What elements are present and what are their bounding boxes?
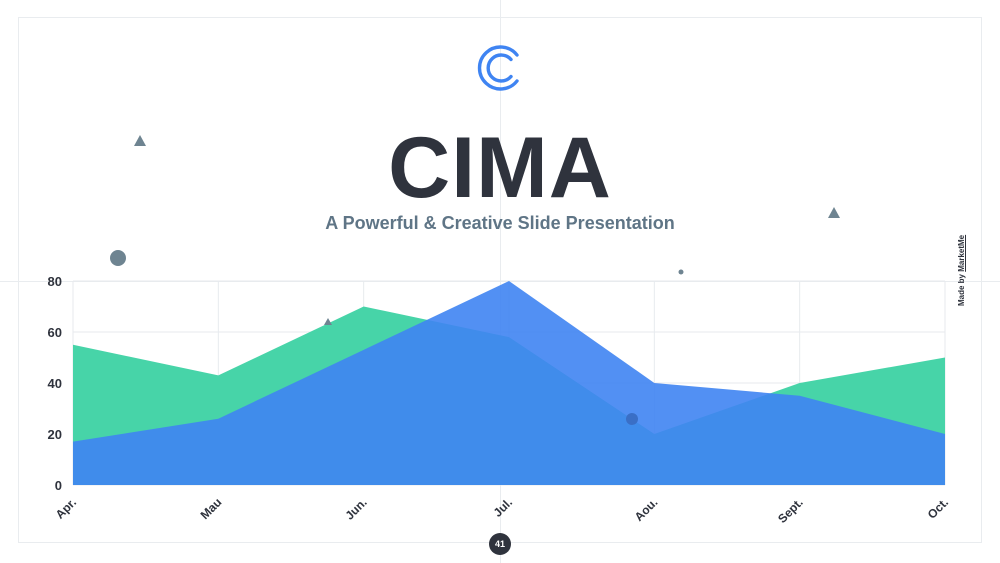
slide-title: CIMA [388,120,612,216]
x-tick-label: Aou. [632,495,661,524]
y-tick-label: 0 [55,478,62,493]
x-tick-label: Jun. [342,495,369,522]
x-tick-label: Apr. [53,495,79,521]
x-tick-label: Jul. [491,495,516,520]
circle-decor [110,250,126,266]
y-tick-label: 80 [48,274,62,289]
chart-areas [73,281,945,485]
triangle-decor [324,318,332,325]
x-tick-label: Mau [198,495,225,522]
y-tick-label: 20 [48,427,62,442]
chart-decor [324,318,638,425]
x-tick-label: Oct. [925,495,951,521]
x-tick-label: Sept. [775,495,806,526]
area-series-2 [73,281,945,485]
dot-decor [678,269,684,275]
x-axis-ticks: Apr. Mau Jun. Jul. Aou. Sept. Oct. [53,495,951,526]
circle-decor [626,413,638,425]
double-c-logo-icon [477,45,519,91]
triangle-decor [828,207,840,218]
y-axis-ticks: 0 20 40 60 80 [48,274,62,493]
page-number-badge: 41 [489,533,511,555]
y-tick-label: 60 [48,325,62,340]
y-tick-label: 40 [48,376,62,391]
triangle-decor [134,135,146,146]
slide-subtitle: A Powerful & Creative Slide Presentation [325,213,675,233]
